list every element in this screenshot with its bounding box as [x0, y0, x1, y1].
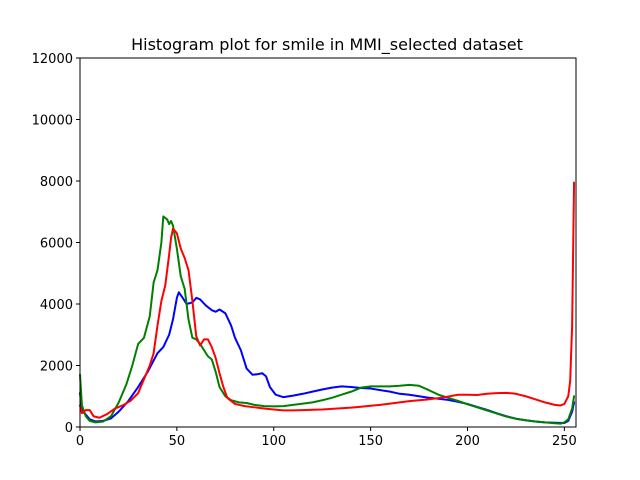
chart-title: Histogram plot for smile in MMI_selected…	[131, 35, 523, 55]
x-tick-label-250: 250	[552, 434, 577, 449]
y-tick-label-10000: 10000	[32, 114, 73, 129]
series-line-3	[79, 181, 576, 419]
axes-frame	[79, 57, 577, 428]
y-tick-label-12000: 12000	[32, 52, 73, 67]
y-tick-label-2000: 2000	[40, 360, 73, 375]
x-tick-label-0: 0	[76, 434, 84, 449]
y-tick-label-4000: 4000	[40, 298, 73, 313]
x-tick-label-100: 100	[261, 434, 286, 449]
series-line-2	[79, 215, 576, 425]
x-tick-label-200: 200	[455, 434, 480, 449]
x-tick-label-50: 50	[169, 434, 186, 449]
y-tick-label-8000: 8000	[40, 175, 73, 190]
series-line-1	[79, 291, 576, 424]
y-tick-label-6000: 6000	[40, 237, 73, 252]
x-tick-label-150: 150	[358, 434, 383, 449]
y-tick-label-0: 0	[65, 421, 73, 436]
plot-area: 0 50 100 150 200 250 0 2000 4000 6000 8000 10000 120…	[32, 52, 577, 449]
